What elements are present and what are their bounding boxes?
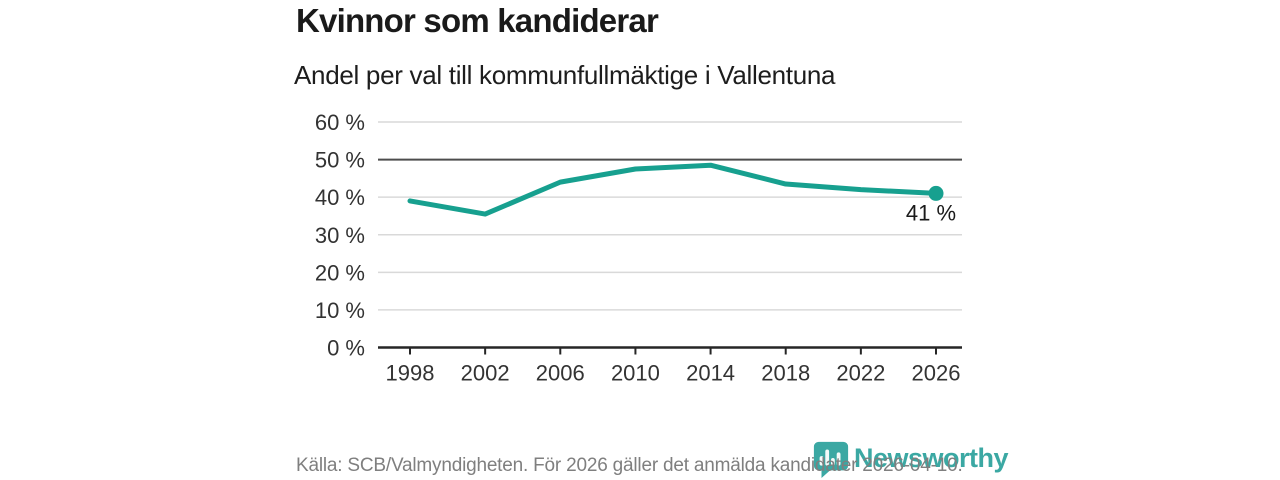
chart-title: Kvinnor som kandiderar [296, 2, 659, 39]
line-chart: 0 % 10 % 20 % 30 % 40 % 50 % 60 % 1998 2002 2006 2… [315, 110, 962, 386]
x-tick-label: 2002 [461, 361, 510, 386]
y-tick-label: 20 % [315, 260, 365, 285]
x-tick-label: 1998 [386, 361, 435, 386]
newsworthy-bubble-chart-icon [813, 441, 849, 478]
y-tick-label: 60 % [315, 110, 365, 135]
x-tick-label: 2022 [836, 361, 885, 386]
y-tick-label: 0 % [327, 336, 365, 361]
x-tick-label: 2006 [536, 361, 585, 386]
end-point [928, 185, 944, 201]
x-tick-label: 2010 [611, 361, 660, 386]
y-tick-label: 40 % [315, 185, 365, 210]
source-note: Källa: SCB/Valmyndigheten. För 2026 gäll… [296, 455, 963, 476]
end-value-label: 41 % [906, 200, 956, 225]
x-tick-label: 2014 [686, 361, 735, 386]
newsworthy-logo: Newsworthy [812, 440, 1009, 478]
y-tick-label: 10 % [315, 298, 365, 323]
data-line [407, 162, 939, 217]
x-tick-label: 2026 [912, 361, 961, 386]
chart-subtitle: Andel per val till kommunfullmäktige i V… [294, 60, 836, 90]
y-tick-label: 30 % [315, 223, 365, 248]
y-tick-label: 50 % [315, 148, 365, 173]
newsworthy-wordmark: Newsworthy [854, 443, 1009, 473]
x-tick-label: 2018 [761, 361, 810, 386]
